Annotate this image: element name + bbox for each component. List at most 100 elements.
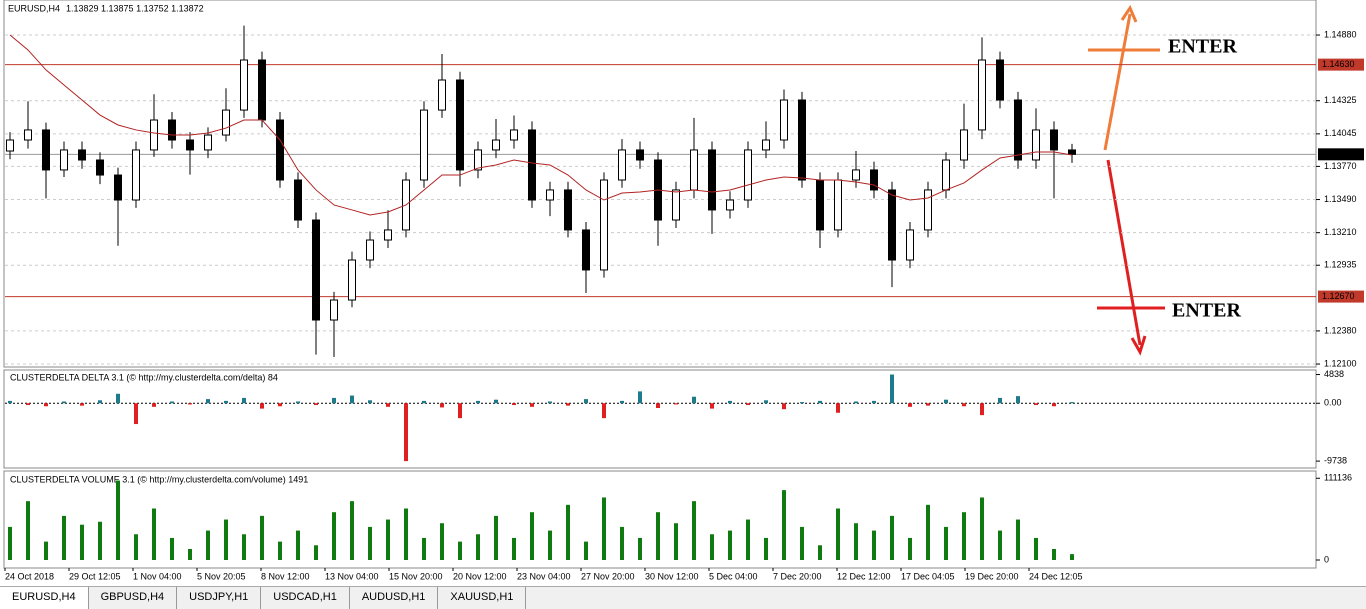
candle-body	[438, 79, 446, 111]
volume-bar	[710, 534, 714, 560]
candle-body	[960, 129, 968, 161]
volume-bar	[872, 530, 876, 560]
volume-bar	[134, 534, 138, 560]
delta-bar	[1016, 396, 1020, 404]
candle-body	[96, 159, 104, 176]
time-label: 23 Nov 04:00	[517, 571, 571, 581]
arrow-head	[1130, 335, 1147, 356]
candle-body	[942, 159, 950, 191]
delta-bar	[314, 403, 318, 406]
candle-body	[348, 259, 356, 301]
volume-bar	[242, 534, 246, 560]
volume-bar	[602, 497, 606, 560]
candle-body	[276, 119, 284, 181]
volume-bar	[908, 537, 912, 560]
delta-bar	[368, 400, 372, 404]
y-tick-label: 1.12935	[1324, 260, 1357, 270]
delta-bar	[386, 403, 390, 407]
delta-bar	[710, 403, 714, 409]
chart-tab[interactable]: AUDUSD,H1	[350, 587, 439, 609]
candle-body	[582, 229, 590, 271]
delta-bar	[350, 395, 354, 404]
candle-body	[1050, 129, 1058, 151]
delta-bar	[926, 403, 930, 406]
volume-bar	[998, 530, 1002, 560]
y-tick-label: 4838	[1324, 369, 1344, 379]
chart-tab[interactable]: EURUSD,H4	[0, 587, 89, 609]
chart-tab[interactable]: XAUUSD,H1	[438, 587, 527, 609]
delta-bar	[494, 399, 498, 404]
volume-bar	[584, 541, 588, 560]
delta-bar	[656, 403, 660, 409]
chart-tab[interactable]: USDCAD,H1	[261, 587, 350, 609]
volume-bar	[692, 501, 696, 560]
candle-body	[240, 59, 248, 111]
candle-body	[492, 139, 500, 151]
volume-title: CLUSTERDELTA VOLUME 3.1 (© http://my.clu…	[10, 474, 308, 484]
candle-body	[798, 99, 806, 181]
time-label: 7 Dec 20:00	[773, 571, 822, 581]
candle-body	[258, 59, 266, 121]
last-price-label: 1.13872	[1322, 149, 1355, 159]
delta-bar	[602, 403, 606, 419]
delta-bar	[890, 374, 894, 404]
delta-bar	[1070, 402, 1074, 404]
delta-bar	[98, 400, 102, 404]
volume-bar	[800, 526, 804, 560]
symbol: EURUSD,H4	[8, 3, 60, 13]
candle-body	[6, 139, 14, 152]
candle-body	[168, 119, 176, 141]
chart-tab[interactable]: USDJPY,H1	[177, 587, 262, 609]
time-label: 20 Nov 12:00	[453, 571, 507, 581]
y-tick-label: 1.13210	[1324, 227, 1357, 237]
volume-bar	[656, 512, 660, 560]
volume-bar	[314, 545, 318, 560]
volume-bar	[458, 541, 462, 560]
volume-bar	[404, 508, 408, 560]
volume-bar	[962, 512, 966, 560]
y-tick-label: 1.13770	[1324, 161, 1357, 171]
arrow-down	[1106, 159, 1142, 346]
delta-bar	[872, 400, 876, 404]
arrow-up	[1103, 13, 1132, 151]
volume-bar	[530, 512, 534, 560]
time-label: 30 Nov 12:00	[645, 571, 699, 581]
candle-body	[870, 169, 878, 191]
candle-body	[564, 189, 572, 231]
volume-bar	[278, 541, 282, 560]
volume-bar	[944, 526, 948, 560]
volume-bar	[206, 530, 210, 560]
time-label: 5 Nov 20:05	[197, 571, 246, 581]
volume-bar	[422, 537, 426, 560]
moving-average	[9, 34, 1073, 216]
delta-bar	[152, 403, 156, 407]
last-price-bg	[1318, 148, 1364, 161]
time-label: 24 Dec 12:05	[1029, 571, 1083, 581]
delta-bar	[818, 400, 822, 404]
candle-body	[294, 179, 302, 221]
volume-bar	[836, 508, 840, 560]
delta-bar	[476, 400, 480, 404]
chart-tab[interactable]: GBPUSD,H4	[89, 587, 178, 609]
volume-bar	[728, 530, 732, 560]
delta-bar	[1034, 403, 1038, 406]
chart-window: EURUSD,H4 1.13829 1.13875 1.13752 1.1387…	[3, 0, 1364, 581]
delta-bar	[404, 403, 408, 462]
delta-bar	[1052, 403, 1056, 407]
delta-bar	[116, 393, 120, 404]
y-tick-label: 0.00	[1324, 398, 1342, 408]
time-label: 29 Oct 12:05	[69, 571, 121, 581]
y-tick-label: 1.14325	[1324, 95, 1357, 105]
delta-bar	[530, 403, 534, 407]
delta-bar	[62, 401, 66, 404]
candle-body	[708, 149, 716, 211]
tab-bar: EURUSD,H4 GBPUSD,H4 USDJPY,H1 USDCAD,H1 AUDU…	[0, 586, 1366, 609]
delta-bar	[998, 397, 1002, 404]
volume-bar	[440, 523, 444, 560]
candle-body	[186, 139, 194, 151]
volume-bar	[350, 501, 354, 560]
delta-bar	[8, 400, 12, 404]
volume-bar	[152, 508, 156, 560]
level-label: 1.12670	[1322, 291, 1355, 301]
